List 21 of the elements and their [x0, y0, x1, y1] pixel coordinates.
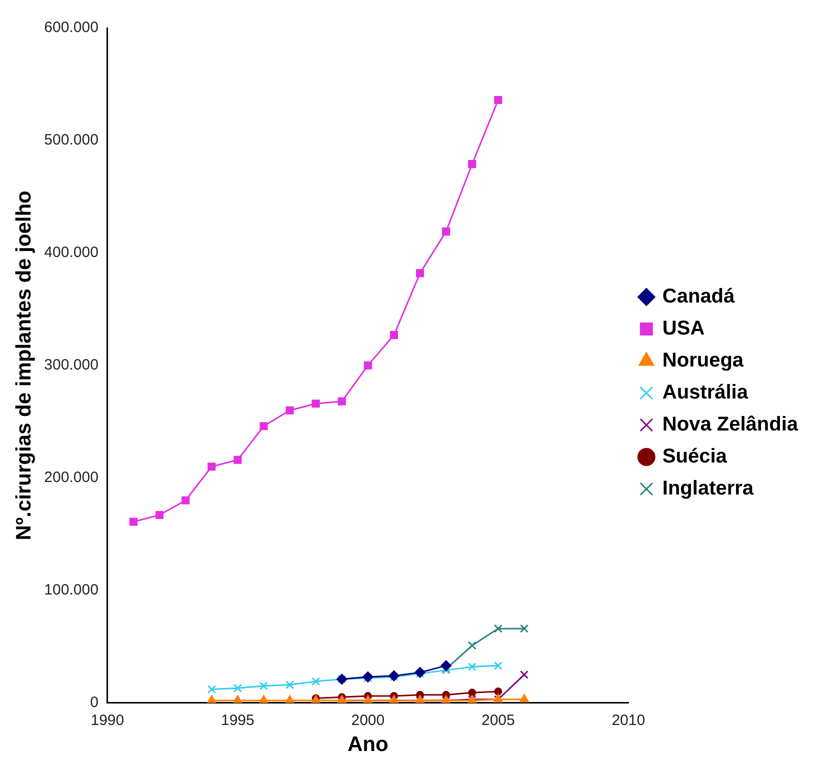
y-axis-title: Nº.cirurgias de implantes de joelho	[12, 190, 36, 540]
y-tick-label: 600.000	[44, 19, 98, 36]
x-tick-label: 2010	[612, 712, 646, 729]
x-tick-label: 2000	[351, 712, 385, 729]
y-tick-label: 100.000	[44, 581, 98, 598]
x-axis-title: Ano	[348, 733, 388, 756]
legend-label: Austrália	[662, 382, 749, 404]
x-tick-label: 1990	[90, 712, 124, 729]
x-tick-label: 1995	[220, 712, 254, 729]
y-tick-label: 400.000	[44, 244, 98, 262]
y-tick-label: 300.000	[44, 356, 98, 374]
legend-label: Inglaterra	[662, 478, 754, 500]
y-tick-label: 500.000	[44, 132, 98, 149]
y-tick-label: 0	[90, 694, 98, 711]
legend-label: Noruega	[662, 350, 744, 372]
legend-label: Nova Zelândia	[662, 414, 799, 436]
legend-label: USA	[662, 318, 705, 340]
y-tick-label: 200.000	[44, 469, 98, 486]
legend-label: Suécia	[662, 446, 728, 468]
x-tick-label: 2005	[481, 712, 515, 729]
legend-label: Canadá	[662, 286, 736, 308]
